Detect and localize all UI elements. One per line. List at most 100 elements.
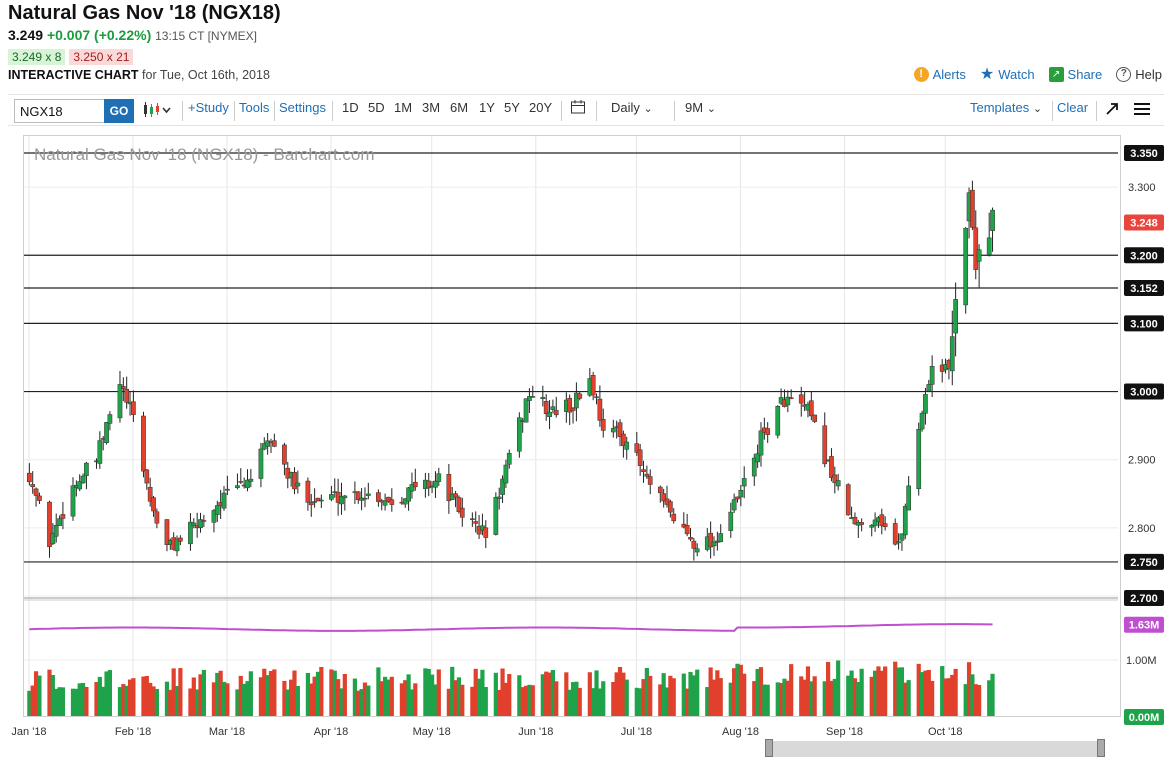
candle-body	[808, 400, 814, 417]
candle-body	[80, 475, 86, 484]
settings-button[interactable]: Settings	[279, 100, 326, 115]
candle-body	[738, 490, 744, 498]
volume-bar	[668, 675, 673, 716]
share-icon: ↗	[1048, 67, 1064, 82]
volume-bar	[356, 690, 361, 716]
help-link[interactable]: ? Help	[1116, 67, 1162, 82]
level-label-box	[1124, 553, 1164, 570]
watch-link[interactable]: ★ Watch	[980, 67, 1035, 83]
x-tick-label: Mar '18	[209, 726, 245, 738]
calendar-icon[interactable]	[570, 99, 586, 118]
candle-body	[406, 487, 411, 502]
menu-icon[interactable]	[1134, 102, 1150, 119]
volume-bar	[550, 670, 556, 716]
volume-bar	[389, 676, 394, 716]
volume-bar	[80, 682, 86, 716]
volume-bar	[708, 667, 713, 716]
chart-type-button[interactable]	[142, 100, 172, 123]
candle-body	[53, 524, 59, 537]
candle-body	[238, 481, 244, 483]
volume-bar	[681, 673, 686, 716]
volume-bar	[456, 677, 462, 716]
candle-body	[896, 541, 901, 544]
clear-button[interactable]: Clear	[1057, 100, 1089, 115]
range-20y[interactable]: 20Y	[529, 100, 553, 115]
candle-body	[147, 487, 153, 502]
candle-body	[389, 499, 395, 505]
candle-body	[305, 480, 311, 503]
volume-ma-box	[1124, 616, 1164, 633]
volume-zero-box	[1124, 709, 1164, 725]
period-select[interactable]: 9M ⌄	[685, 100, 716, 115]
candle-body	[174, 538, 180, 552]
help-label: Help	[1135, 67, 1162, 82]
volume-bar	[520, 687, 525, 716]
candle-body	[506, 452, 512, 465]
alert-icon: !	[913, 67, 929, 82]
scroll-handle-right[interactable]	[1097, 739, 1105, 757]
range-5y[interactable]: 5Y	[504, 100, 520, 115]
volume-bar	[977, 684, 982, 716]
volume-bar	[634, 687, 639, 716]
volume-bar	[409, 689, 415, 716]
candle-body	[315, 497, 321, 502]
go-button[interactable]: GO	[104, 99, 134, 123]
volume-bar	[289, 679, 294, 716]
volume-bar	[859, 668, 864, 716]
volume-bar	[507, 674, 512, 716]
candle-body	[892, 523, 898, 545]
tools-button[interactable]: Tools	[239, 100, 270, 115]
y-axis: 3.300 2.900 2.800 3.350 3.200 3.152 3.100 3.000…	[1124, 145, 1164, 606]
candle-body	[610, 428, 616, 433]
quote-line: 3.249 +0.007 (+0.22%) 13:15 CT [NYMEX]	[8, 27, 257, 43]
volume-bar	[621, 672, 626, 716]
volume-bar	[221, 681, 227, 716]
candle-body	[567, 397, 573, 413]
range-3m[interactable]: 3M	[422, 100, 441, 115]
level-label-box	[1124, 315, 1164, 332]
volume-bar	[476, 678, 482, 716]
volume-bar	[124, 685, 129, 716]
alerts-link[interactable]: ! Alerts	[913, 67, 966, 82]
level-label: 3.200	[1130, 250, 1158, 262]
x-tick-label: Oct '18	[928, 726, 963, 738]
volume-bar	[799, 676, 804, 716]
candle-body	[456, 497, 462, 512]
range-1m[interactable]: 1M	[394, 100, 413, 115]
volume-bar	[570, 682, 576, 716]
level-label-box	[1124, 383, 1164, 400]
volume-bar	[178, 668, 183, 716]
volume-bar	[755, 668, 760, 716]
range-scrollbar[interactable]	[765, 741, 1105, 757]
alerts-label: Alerts	[932, 67, 966, 82]
templates-button[interactable]: Templates ⌄	[970, 100, 1042, 115]
candle-body	[33, 488, 39, 496]
volume-bar	[101, 686, 106, 716]
study-button[interactable]: +Study	[188, 100, 229, 115]
candle-body	[574, 392, 579, 409]
scroll-handle-left[interactable]	[765, 739, 773, 757]
volume-bar	[127, 679, 133, 716]
bid-badge: 3.249 x 8	[8, 49, 66, 65]
candle-body	[600, 419, 606, 431]
range-1d[interactable]: 1D	[342, 100, 359, 115]
volume-bar	[245, 681, 250, 716]
volume-bar	[188, 688, 193, 716]
candle-body	[785, 396, 791, 406]
volume-bar	[262, 668, 267, 716]
range-5d[interactable]: 5D	[368, 100, 385, 115]
volume-bar	[503, 682, 509, 716]
candle-body	[845, 484, 851, 516]
range-1y[interactable]: 1Y	[479, 100, 495, 115]
volume-bar	[963, 684, 968, 716]
expand-icon[interactable]	[1104, 101, 1120, 120]
volume-bar	[315, 671, 321, 716]
page-title: Natural Gas Nov '18 (NGX18)	[8, 2, 281, 24]
share-link[interactable]: ↗ Share	[1048, 67, 1102, 82]
range-6m[interactable]: 6M	[450, 100, 469, 115]
candle-body	[547, 411, 552, 417]
interval-select[interactable]: Daily ⌄	[611, 100, 653, 115]
volume-bar	[943, 678, 948, 716]
volume-bar	[601, 681, 606, 716]
